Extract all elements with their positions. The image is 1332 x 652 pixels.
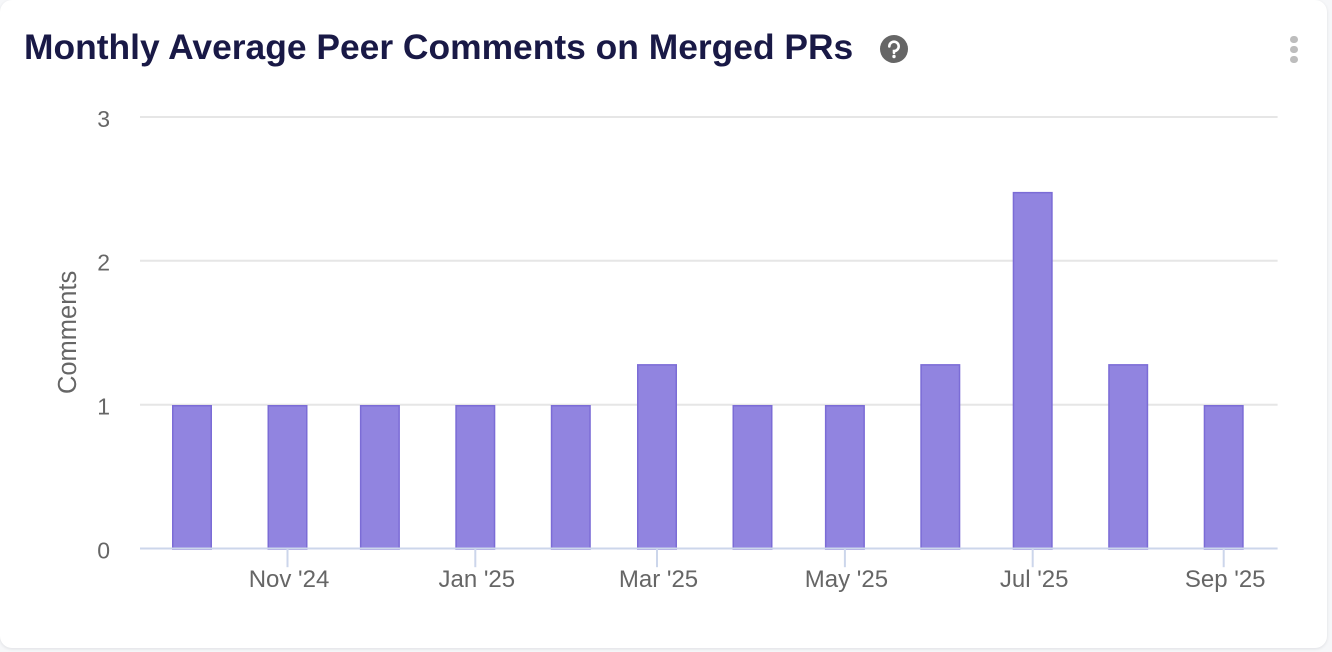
svg-text:3: 3 bbox=[97, 106, 110, 132]
svg-text:0: 0 bbox=[97, 537, 110, 563]
svg-text:1: 1 bbox=[97, 394, 110, 420]
svg-text:Nov '24: Nov '24 bbox=[249, 566, 330, 593]
svg-text:Comments: Comments bbox=[54, 271, 82, 394]
svg-text:Mar '25: Mar '25 bbox=[619, 566, 698, 593]
svg-text:May '25: May '25 bbox=[805, 566, 888, 593]
svg-text:Jan '25: Jan '25 bbox=[438, 566, 515, 593]
svg-text:Sep '25: Sep '25 bbox=[1185, 566, 1266, 593]
svg-text:2: 2 bbox=[97, 250, 110, 276]
svg-text:Jul '25: Jul '25 bbox=[1000, 566, 1069, 593]
